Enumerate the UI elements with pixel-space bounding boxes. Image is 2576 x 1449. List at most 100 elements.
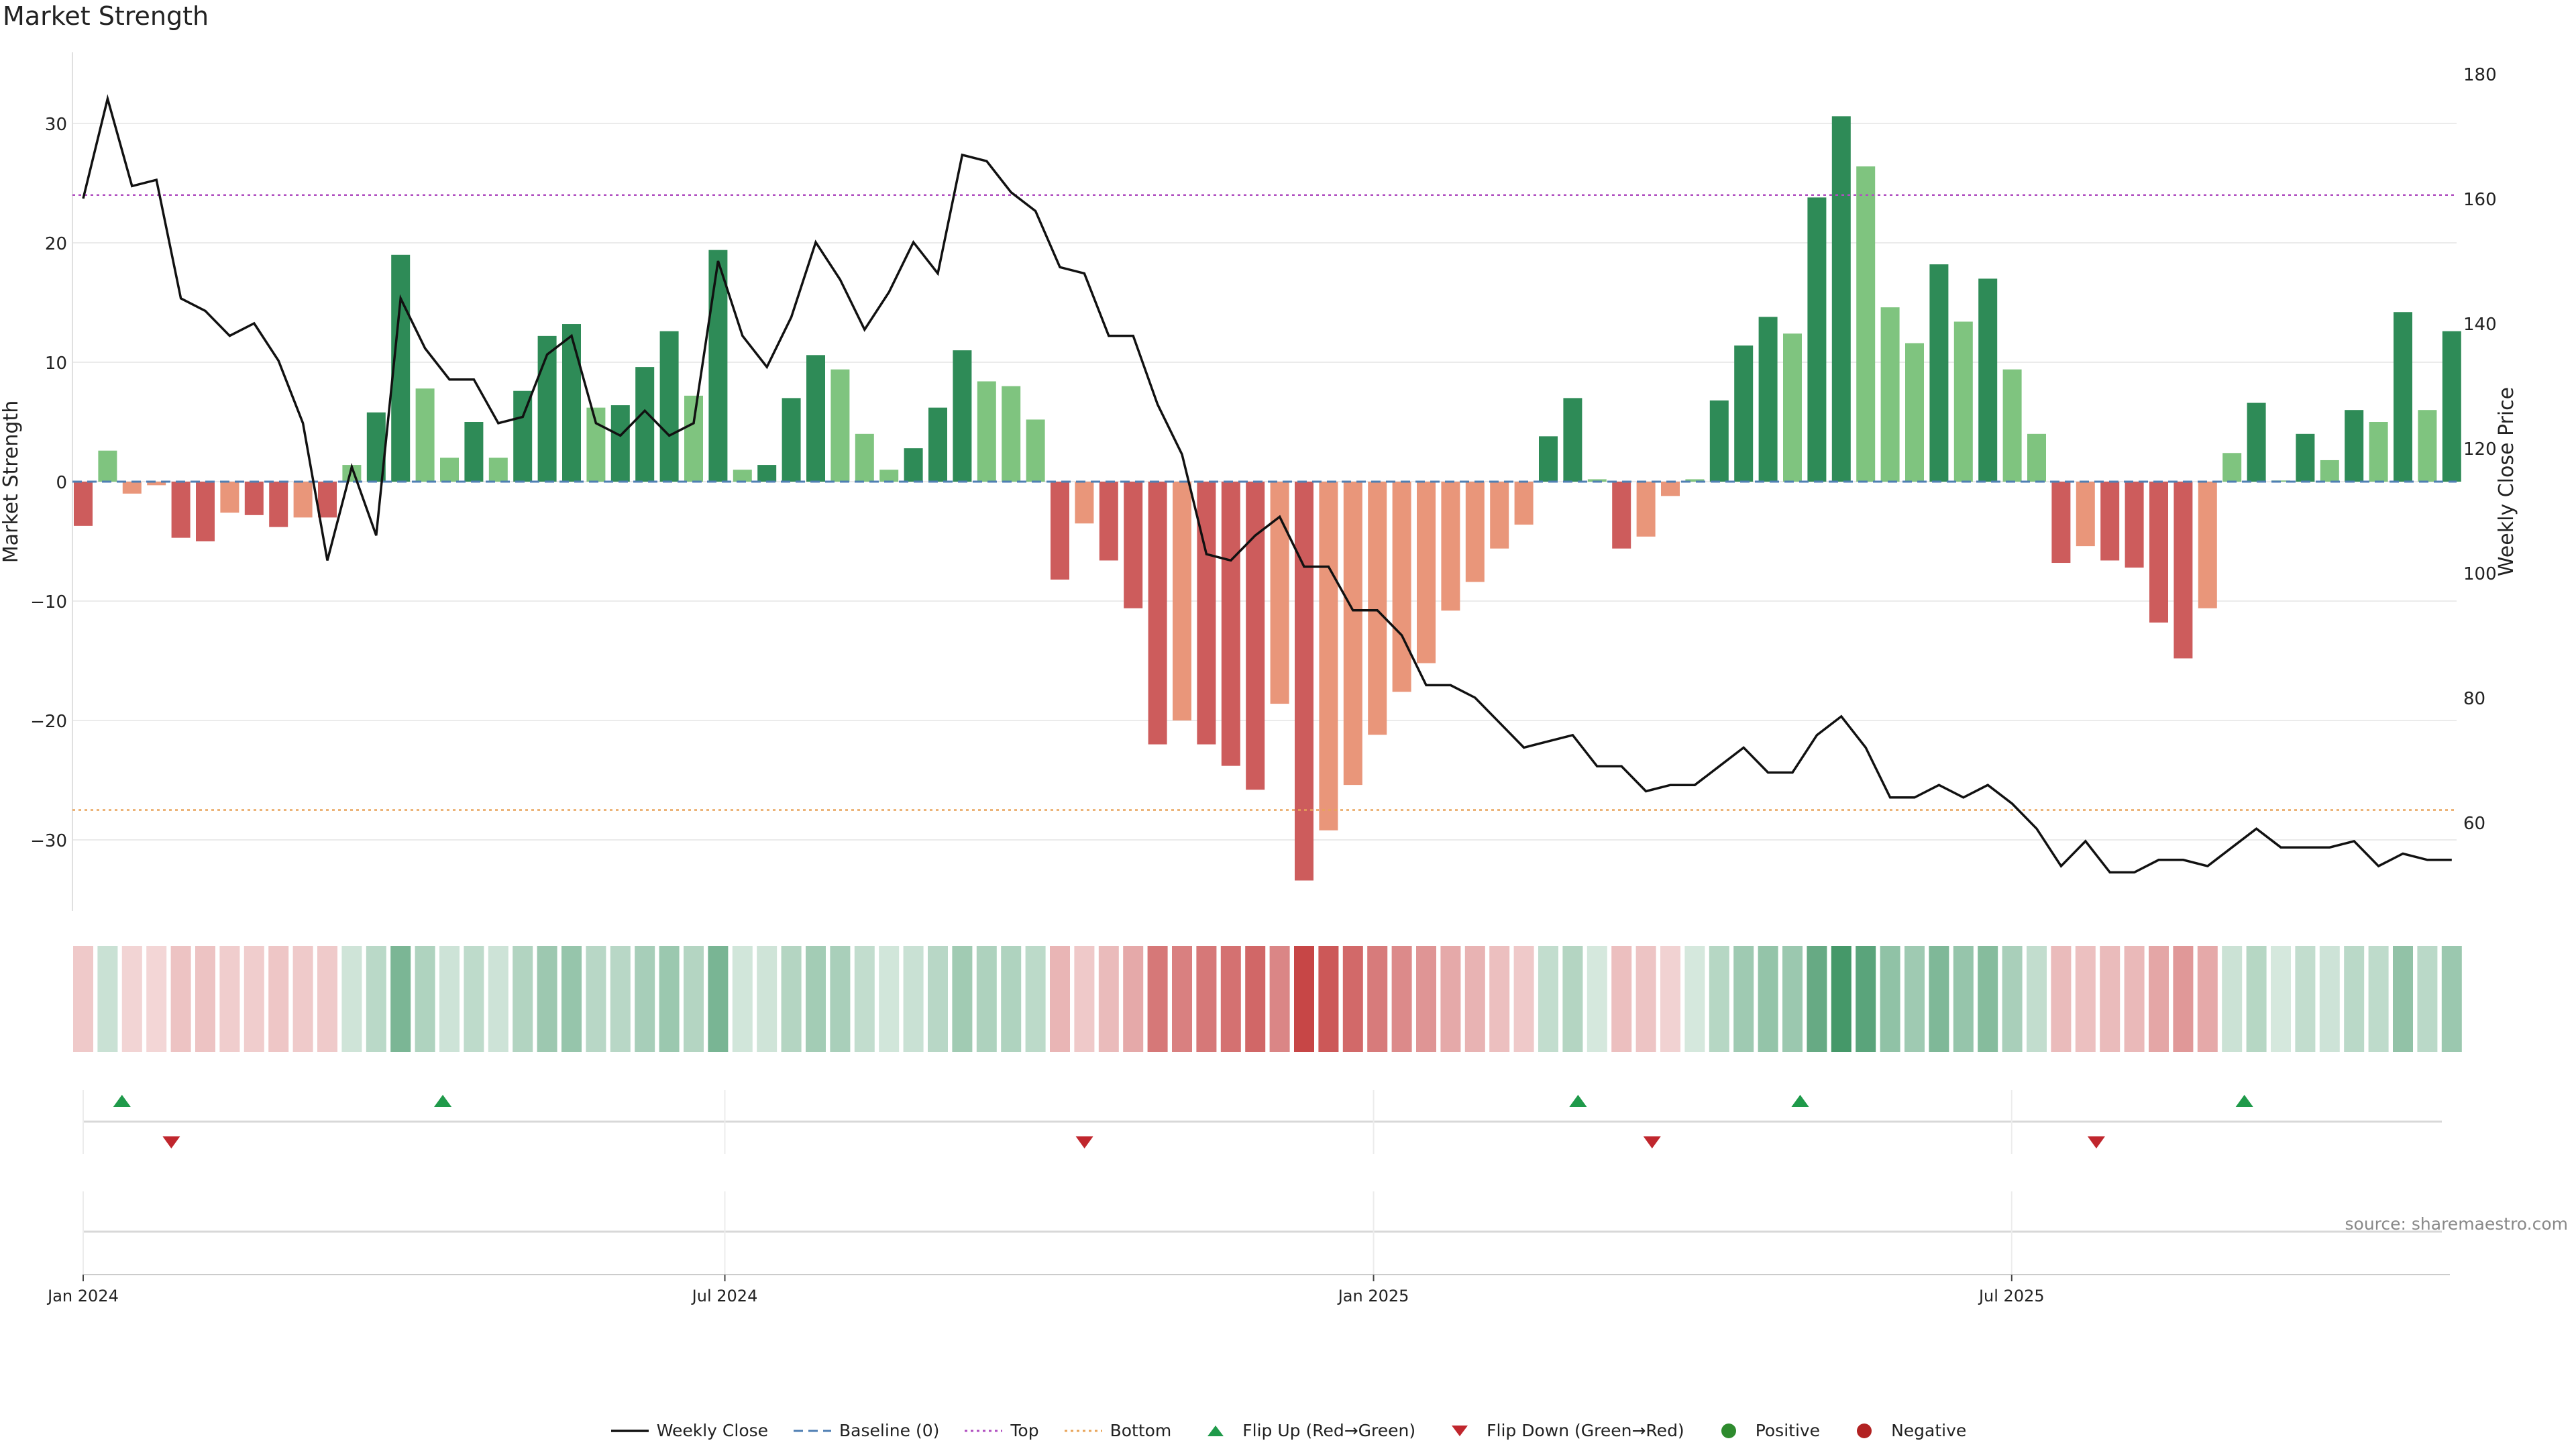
heatmap-cell — [390, 946, 411, 1052]
y2-tick-label: 140 — [2463, 315, 2497, 335]
strength-bar — [2174, 482, 2193, 659]
strength-bar — [2198, 482, 2217, 608]
strength-bar — [2418, 410, 2437, 482]
legend-item-negative: Negative — [1844, 1421, 1966, 1440]
heatmap-cell — [976, 946, 997, 1052]
strength-bar — [513, 390, 533, 482]
y2-tick-label: 160 — [2463, 190, 2497, 210]
heatmap-cell — [2027, 946, 2047, 1052]
heatmap-cell — [2246, 946, 2267, 1052]
strength-bar — [1831, 116, 1851, 482]
heatmap-cell — [1831, 946, 1851, 1052]
strength-bar — [708, 250, 728, 482]
strength-bar — [1636, 482, 1656, 537]
heatmap-cell — [488, 946, 508, 1052]
strength-bar — [830, 369, 850, 482]
strength-bar — [2296, 433, 2315, 482]
strength-bar — [928, 407, 947, 482]
y2-tick-label: 80 — [2463, 689, 2485, 709]
heatmap-cell — [854, 946, 875, 1052]
strength-bar — [415, 388, 435, 482]
legend-label: Baseline (0) — [839, 1421, 940, 1440]
y2-tick-label: 180 — [2463, 65, 2497, 85]
strength-bar — [1953, 321, 1973, 482]
strength-bar — [586, 407, 606, 482]
legend-label: Top — [1010, 1421, 1039, 1440]
x-tick-label: Jan 2024 — [46, 1287, 119, 1305]
heatmap-cell — [684, 946, 704, 1052]
strength-bar — [2320, 460, 2339, 482]
legend-label: Flip Up (Red→Green) — [1242, 1421, 1416, 1440]
legend-label: Bottom — [1110, 1421, 1172, 1440]
flip-down-marker — [162, 1136, 180, 1148]
legend-item-flip-up: Flip Up (Red→Green) — [1195, 1421, 1415, 1440]
heatmap-cell — [1684, 946, 1705, 1052]
strength-bar — [879, 470, 899, 482]
strength-bar — [1807, 197, 1827, 482]
heatmap-cell — [1123, 946, 1144, 1052]
strength-bar — [1685, 479, 1705, 482]
strength-bar — [1612, 482, 1631, 549]
heatmap-cell — [341, 946, 362, 1052]
strength-bar — [1051, 482, 1069, 580]
strength-bar — [1514, 482, 1534, 525]
heatmap-cell — [1953, 946, 1974, 1052]
heatmap-cell — [1538, 946, 1558, 1052]
legend-swatch-flip-down-icon — [1440, 1423, 1480, 1439]
heatmap-cell — [2124, 946, 2145, 1052]
y2-tick-label: 120 — [2463, 439, 2497, 460]
heatmap-cell — [659, 946, 680, 1052]
heatmap-cell — [219, 946, 240, 1052]
heatmap-cell — [1929, 946, 1949, 1052]
heatmap-cell — [292, 946, 313, 1052]
strength-bar — [1661, 482, 1680, 496]
heatmap-cell — [2222, 946, 2243, 1052]
heatmap-cell — [513, 946, 533, 1052]
heatmap-cell — [244, 946, 264, 1052]
strength-bar — [464, 422, 484, 482]
empty-signal-panel — [83, 1191, 2450, 1275]
strength-bar — [1124, 482, 1143, 608]
y-tick-label: −20 — [30, 712, 67, 732]
heatmap-cell — [464, 946, 484, 1052]
legend-item-weekly-close: Weekly Close — [610, 1421, 768, 1440]
heatmap-cell — [121, 946, 142, 1052]
heatmap-cell — [903, 946, 924, 1052]
y-tick-label: 30 — [45, 115, 67, 135]
legend-swatch-negative-icon — [1844, 1423, 1884, 1439]
strength-bar — [610, 405, 630, 482]
heatmap-cell — [1318, 946, 1339, 1052]
legend-swatch-top-icon — [963, 1423, 1004, 1439]
y-tick-label: −30 — [30, 831, 67, 851]
strength-bar — [2394, 312, 2412, 482]
strength-bar — [1026, 419, 1045, 482]
strength-bar — [733, 470, 752, 482]
heatmap-cell — [1758, 946, 1778, 1052]
strength-bar — [684, 395, 703, 482]
strength-bar — [1563, 398, 1582, 482]
strength-bar — [196, 482, 215, 541]
flip-signal-panel — [83, 1090, 2442, 1154]
strength-bar — [244, 482, 264, 515]
strength-bar — [2125, 482, 2144, 568]
heatmap-cell — [1513, 946, 1534, 1052]
legend-item-bottom: Bottom — [1063, 1421, 1172, 1440]
heatmap-cell — [952, 946, 973, 1052]
heatmap-cell — [1709, 946, 1729, 1052]
legend-label: Negative — [1891, 1421, 1967, 1440]
heatmap-cell — [1880, 946, 1900, 1052]
strength-bar — [2247, 402, 2266, 482]
flip-down-marker — [2087, 1136, 2105, 1148]
strength-bar — [537, 335, 557, 482]
heatmap-cell — [2075, 946, 2096, 1052]
legend-swatch-positive-icon — [1709, 1423, 1749, 1439]
heatmap-cell — [317, 946, 337, 1052]
heatmap-cell — [806, 946, 826, 1052]
heatmap-cell — [366, 946, 386, 1052]
heatmap-cell — [268, 946, 289, 1052]
strength-bar — [1587, 479, 1607, 482]
strength-bar — [293, 482, 313, 518]
y2-tick-label: 60 — [2463, 814, 2485, 834]
strength-bar — [488, 458, 508, 482]
heatmap-cell — [879, 946, 900, 1052]
